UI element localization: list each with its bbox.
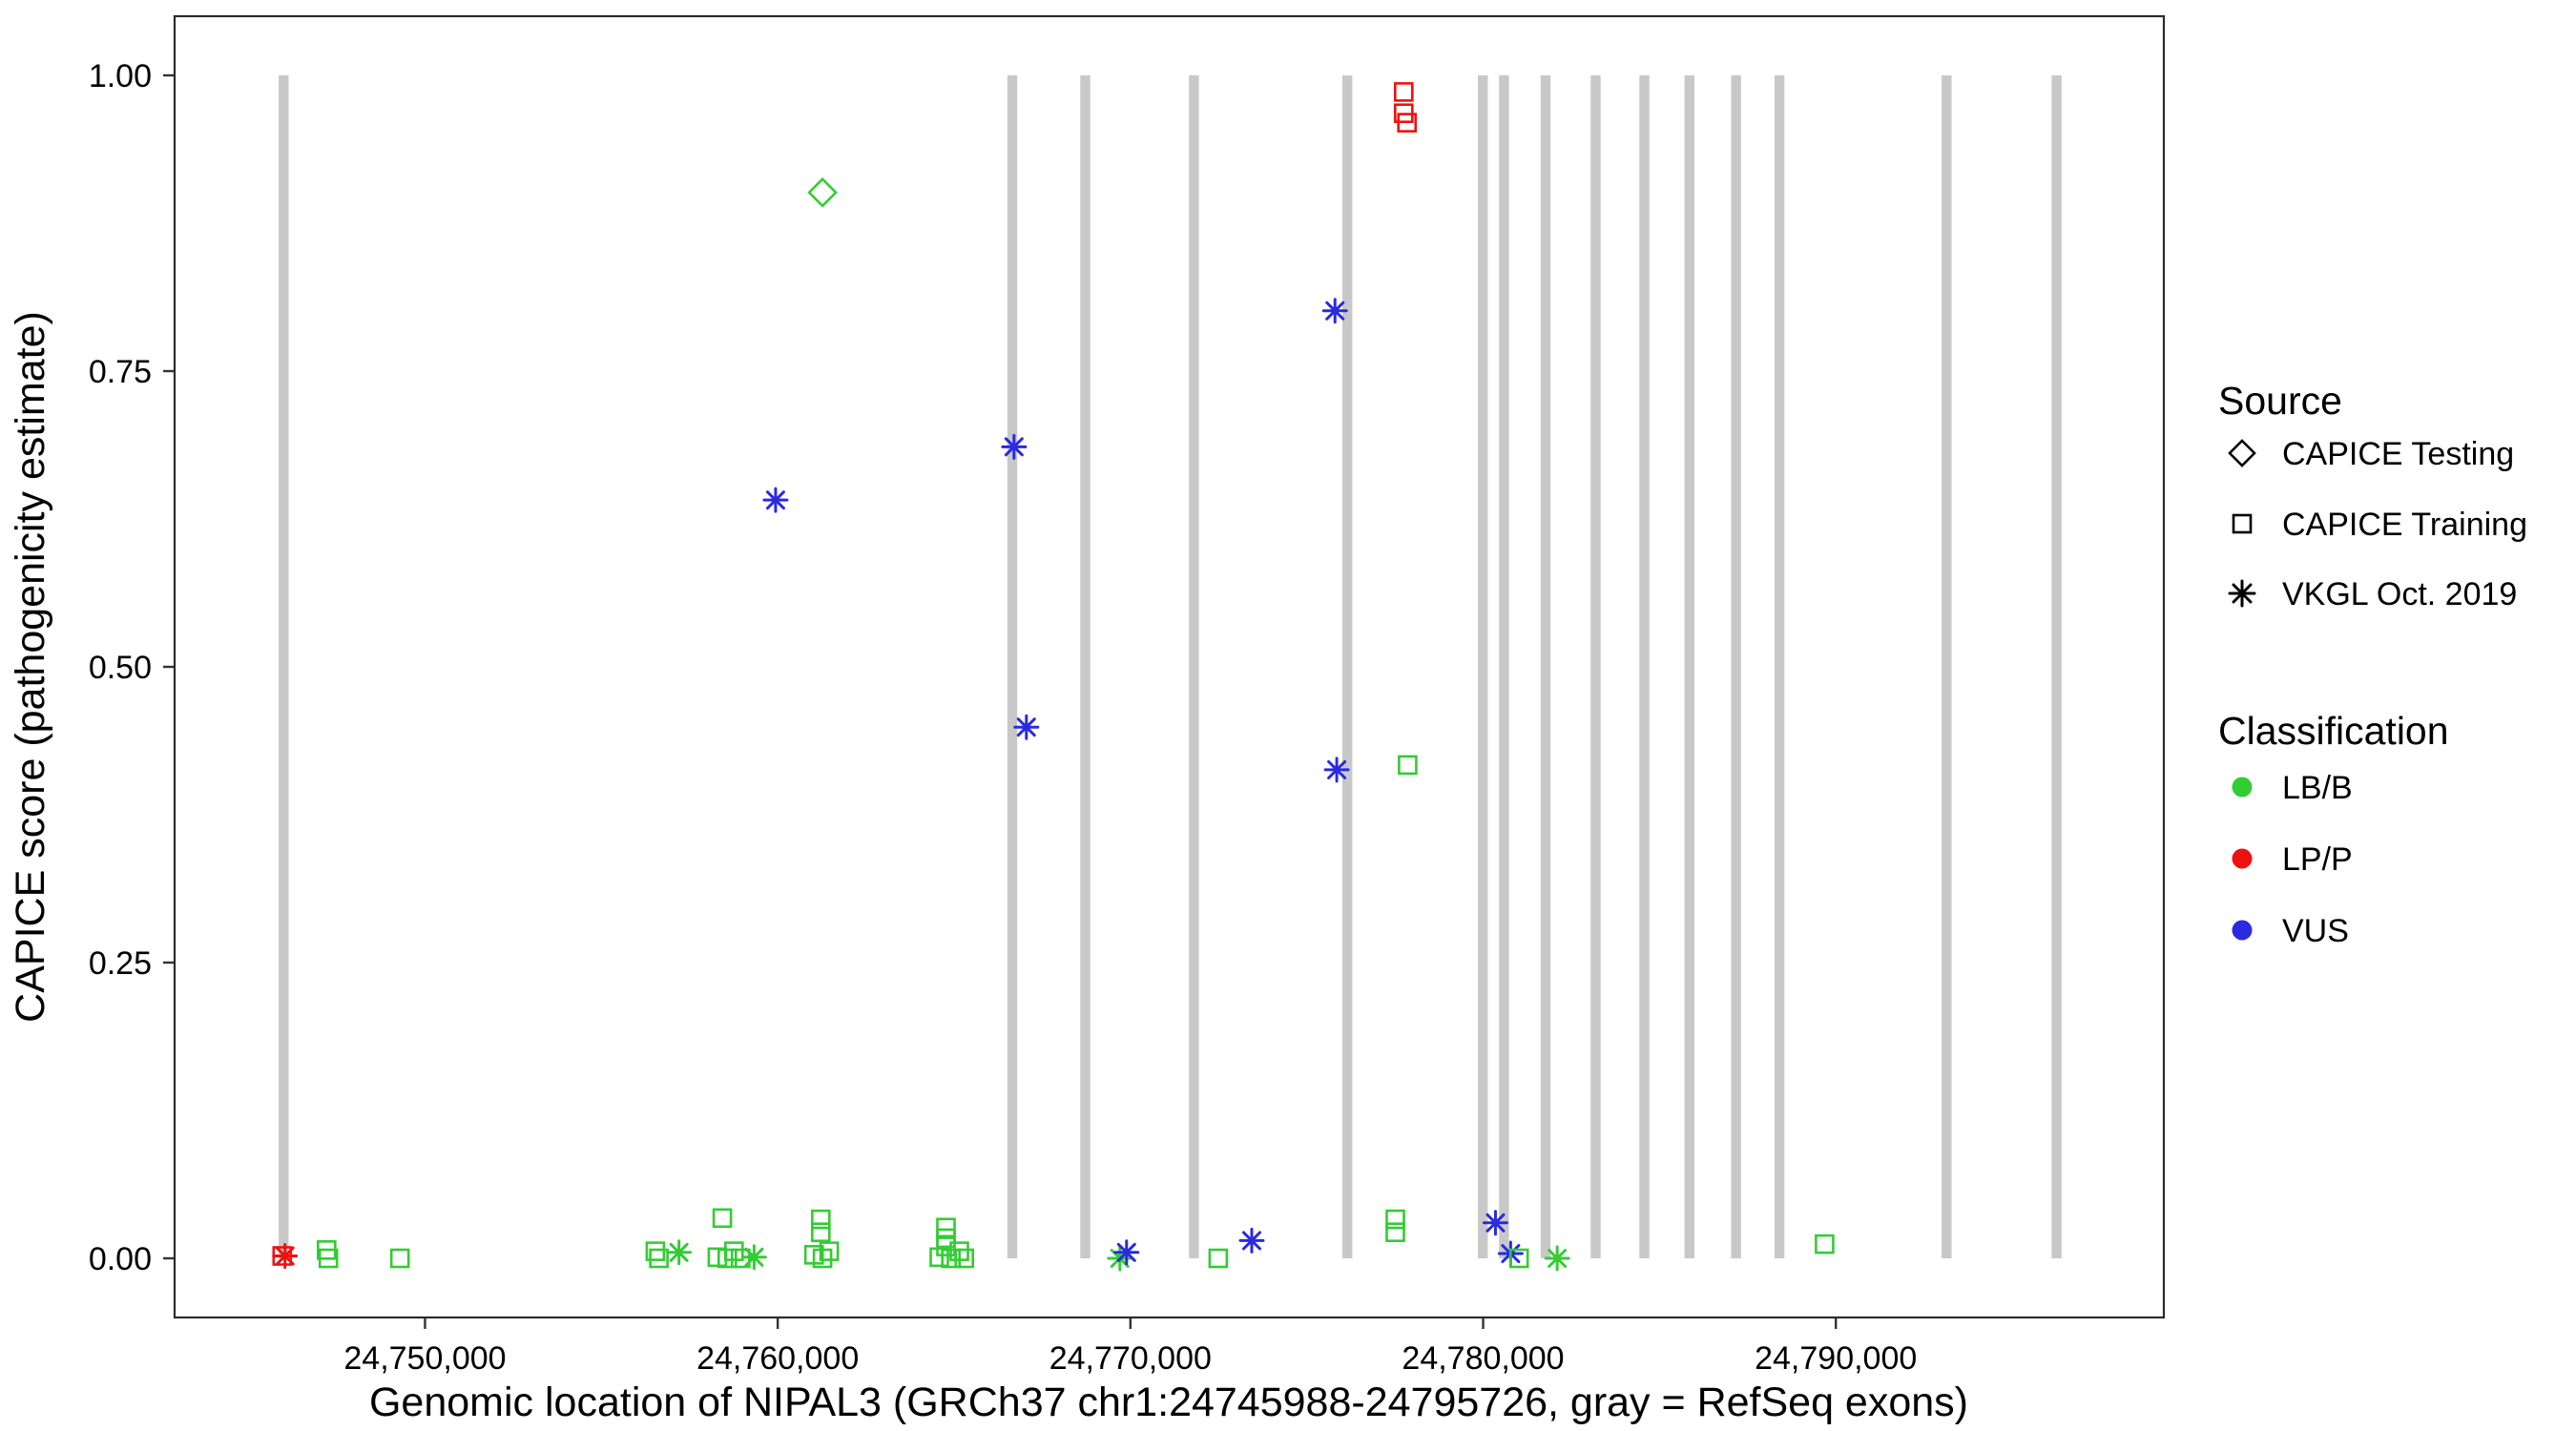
legend-classification-title: Classification [2218, 709, 2449, 753]
data-point-square [1397, 113, 1417, 133]
data-point-asterisk [1001, 433, 1028, 460]
data-point-square [707, 1247, 728, 1268]
x-axis-title: Genomic location of NIPAL3 (GRCh37 chr1:… [369, 1379, 1968, 1425]
data-point-square [949, 1241, 969, 1261]
data-point-square [810, 1222, 831, 1242]
data-point-square [1815, 1234, 1835, 1255]
data-point-square [649, 1248, 669, 1269]
data-point-square [1385, 1209, 1405, 1230]
legend-item-lbb: LB/B [2282, 770, 2353, 806]
exon-bar [1499, 75, 1509, 1258]
exon-bar [1639, 75, 1650, 1258]
legend-source: Source CAPICE Testing CAPICE Training VK… [2218, 379, 2527, 612]
legend-classification: Classification LB/B LP/P VUS [2218, 709, 2449, 949]
y-tick-label: 1.00 [89, 58, 152, 94]
data-point-square [1208, 1248, 1229, 1269]
y-tick-label: 0.50 [89, 650, 152, 686]
data-point-square [1394, 82, 1414, 102]
panel-border [173, 14, 2166, 1319]
data-point-square [1508, 1248, 1529, 1269]
data-point-asterisk [762, 487, 789, 513]
data-point-asterisk [1323, 757, 1350, 783]
exon-bar [1684, 75, 1694, 1258]
data-point-square [810, 1209, 831, 1230]
legend-item-capice-testing: CAPICE Testing [2282, 436, 2514, 472]
data-point-square [723, 1241, 744, 1261]
data-point-asterisk [1013, 714, 1040, 740]
data-point-square [717, 1248, 737, 1269]
exon-bar [1342, 75, 1353, 1258]
x-tick-label: 24,780,000 [1402, 1340, 1564, 1377]
data-point-square [936, 1217, 956, 1238]
y-tick-label: 0.25 [89, 945, 152, 982]
legend-item-vkgl: VKGL Oct. 2019 [2282, 576, 2517, 612]
data-point-square [712, 1208, 733, 1229]
data-point-square [645, 1241, 666, 1261]
x-tick-label: 24,760,000 [696, 1340, 859, 1377]
data-point-square [954, 1248, 975, 1269]
lbb-dot-icon [2232, 777, 2253, 798]
data-point-asterisk [1482, 1210, 1508, 1236]
x-tick-label: 24,790,000 [1755, 1340, 1917, 1377]
exon-bar [2051, 75, 2062, 1258]
asterisk-icon [2228, 579, 2256, 608]
exon-bar [279, 75, 289, 1258]
exon-bar [1189, 75, 1199, 1258]
exon-bar [1590, 75, 1601, 1258]
x-tick-label: 24,750,000 [343, 1340, 506, 1377]
data-point-asterisk [1544, 1245, 1570, 1272]
data-point-square [318, 1248, 339, 1269]
exon-bar [1942, 75, 1952, 1258]
exon-bar [1540, 75, 1551, 1258]
data-point-asterisk [666, 1239, 693, 1266]
y-tick-label: 0.00 [89, 1241, 152, 1277]
data-point-square [1398, 755, 1418, 776]
data-point-diamond [807, 176, 838, 208]
x-tick-label: 24,770,000 [1049, 1340, 1212, 1377]
data-point-square [389, 1248, 410, 1269]
legend-item-capice-training: CAPICE Training [2282, 507, 2527, 543]
vus-dot-icon [2232, 920, 2253, 941]
exon-bar [1080, 75, 1091, 1258]
y-tick-label: 0.75 [89, 354, 152, 390]
lpp-dot-icon [2232, 848, 2253, 869]
data-point-asterisk [1113, 1239, 1140, 1266]
data-point-square [819, 1241, 840, 1261]
data-point-square [929, 1247, 949, 1268]
plot-layer: 24,750,000 24,760,000 24,770,000 24,780,000… [89, 14, 2166, 1377]
exon-bar [1774, 75, 1785, 1258]
legend-item-lpp: LP/P [2282, 841, 2353, 878]
legend-item-vus: VUS [2282, 913, 2349, 949]
exon-bar [1478, 75, 1488, 1258]
data-point-square [1385, 1222, 1405, 1242]
data-point-asterisk [1238, 1227, 1265, 1254]
data-point-asterisk [1321, 298, 1348, 324]
data-point-asterisk [740, 1244, 767, 1271]
legend-source-title: Source [2218, 379, 2342, 423]
exon-bar [1731, 75, 1741, 1258]
data-point-square [936, 1236, 956, 1256]
data-point-square [812, 1248, 833, 1269]
y-axis-title: CAPICE score (pathogenicity estimate) [8, 311, 53, 1023]
exon-bar [1007, 75, 1018, 1258]
square-icon [2232, 513, 2253, 534]
data-point-asterisk [272, 1243, 299, 1270]
diamond-icon [2228, 439, 2256, 467]
